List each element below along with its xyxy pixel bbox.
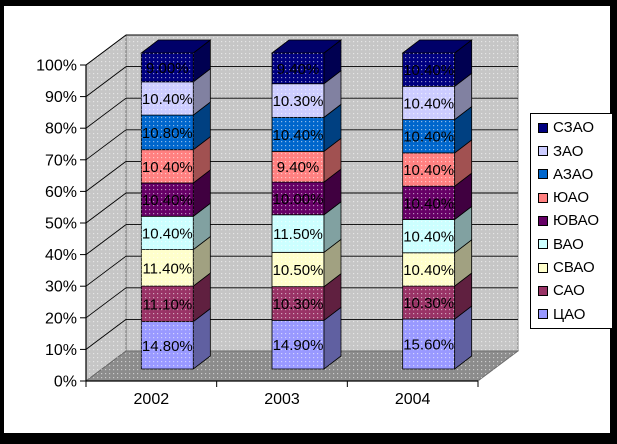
gridline-sidewall [85, 34, 127, 66]
legend-label: ЮВАО [553, 212, 600, 230]
data-label: 10.30% [273, 296, 324, 313]
legend-label: ЮАО [553, 189, 589, 207]
bar-segment[interactable]: 9.40% [270, 39, 343, 85]
gridline-sidewall [85, 97, 127, 129]
legend-item[interactable]: СЗАО [538, 116, 612, 139]
data-label: 10.40% [403, 95, 454, 112]
y-axis-label: 80% [45, 121, 77, 138]
data-label: 10.40% [142, 159, 193, 176]
legend-item[interactable]: ВАО [538, 233, 612, 256]
data-label: 10.40% [403, 262, 454, 279]
legend-swatch-icon [538, 169, 548, 180]
bar-column-2004: 15.60% 10.30% 10.40% 10.40% 10.40% 10.40% 10.4… [401, 39, 473, 370]
legend-label: СВАО [553, 259, 595, 277]
legend-label: АЗАО [553, 165, 594, 183]
data-label: 10.00% [273, 191, 324, 208]
data-label: 11.10% [142, 296, 192, 313]
x-axis-label: 2004 [395, 391, 431, 408]
data-label: 15.60% [403, 337, 454, 354]
data-label: 10.40% [403, 62, 454, 79]
bar-column-2002: 14.80% 11.10% 11.40% 10.40% 10.40% 10.40% 10.8… [140, 39, 212, 370]
data-label: 10.40% [142, 192, 193, 209]
axis-labels: 0% 10% 20% 30% 40% 50% 60% 70% 80% 90% 100% 2002 200… [36, 58, 430, 409]
bar-segment[interactable]: 9.00% [140, 39, 212, 83]
y-axis-label: 100% [36, 58, 77, 75]
gridline-sidewall [85, 66, 127, 97]
data-label: 10.40% [403, 195, 454, 212]
legend-item[interactable]: СВАО [538, 256, 612, 279]
legend-item[interactable]: САО [538, 279, 612, 302]
gridline-sidewall [85, 161, 127, 192]
data-label: 10.40% [142, 225, 193, 242]
legend-swatch-icon [538, 122, 548, 133]
legend-swatch-icon [538, 262, 548, 273]
x-axis-label: 2002 [134, 391, 170, 408]
gridline-sidewall [85, 192, 127, 224]
legend-label: САО [553, 282, 585, 300]
legend-label: ВАО [553, 235, 584, 253]
data-label: 9.00% [146, 60, 189, 77]
axes [80, 64, 479, 387]
legend-label: ЦАО [553, 305, 586, 323]
data-label: 10.40% [142, 91, 193, 108]
data-label: 11.50% [273, 226, 323, 243]
y-axis-label: 60% [45, 184, 77, 201]
bar-segment[interactable]: 10.40% [401, 39, 473, 88]
gridline-sidewall [85, 319, 127, 350]
y-axis-label: 40% [45, 247, 77, 264]
data-label: 10.40% [403, 129, 454, 146]
gridline-sidewall [85, 224, 127, 255]
data-label: 10.30% [273, 93, 324, 110]
data-label: 14.80% [142, 338, 193, 355]
legend-label: СЗАО [553, 119, 595, 137]
data-label: 10.50% [273, 262, 324, 279]
data-label: 10.40% [403, 229, 454, 246]
legend-item[interactable]: ЗАО [538, 139, 612, 162]
y-axis-label: 50% [45, 216, 77, 233]
data-label: 14.90% [273, 337, 324, 354]
legend-swatch-icon [538, 239, 548, 250]
x-axis-label: 2003 [264, 391, 300, 408]
legend: СЗАО ЗАО АЗАО ЮАО ЮВАО ВАО СВАО САО ЦАО [530, 113, 613, 329]
y-axis-label: 20% [45, 310, 77, 327]
y-axis-label: 30% [45, 279, 77, 296]
bars: 14.80% 11.10% 11.40% 10.40% 10.40% 10.40% 10.8… [140, 39, 473, 370]
y-axis-label: 70% [45, 152, 77, 169]
data-label: 9.40% [277, 61, 320, 78]
legend-swatch-icon [538, 146, 548, 156]
y-axis-label: 10% [45, 342, 77, 359]
data-label: 10.40% [273, 127, 324, 144]
legend-swatch-icon [538, 309, 548, 320]
legend-item[interactable]: ЮВАО [538, 209, 612, 232]
legend-swatch-icon [538, 215, 548, 226]
legend-item[interactable]: ЮАО [538, 186, 612, 209]
data-label: 9.40% [277, 159, 320, 176]
data-label: 10.30% [403, 295, 454, 312]
y-axis-label: 90% [45, 89, 77, 106]
gridline-sidewall [85, 255, 127, 287]
bar-column-2003: 14.90% 10.30% 10.50% 11.50% 10.00% 9.40% 10.40… [270, 39, 343, 370]
gridline-sidewall [85, 287, 127, 319]
data-label: 10.80% [142, 125, 193, 142]
legend-item[interactable]: АЗАО [538, 163, 612, 186]
legend-label: ЗАО [553, 142, 584, 160]
legend-item[interactable]: ЦАО [538, 303, 612, 326]
data-label: 10.40% [403, 162, 454, 179]
legend-swatch-icon [538, 285, 548, 296]
legend-swatch-icon [538, 192, 548, 203]
gridline-sidewall [85, 129, 127, 161]
y-axis-label: 0% [54, 374, 77, 391]
data-label: 11.40% [142, 260, 192, 277]
